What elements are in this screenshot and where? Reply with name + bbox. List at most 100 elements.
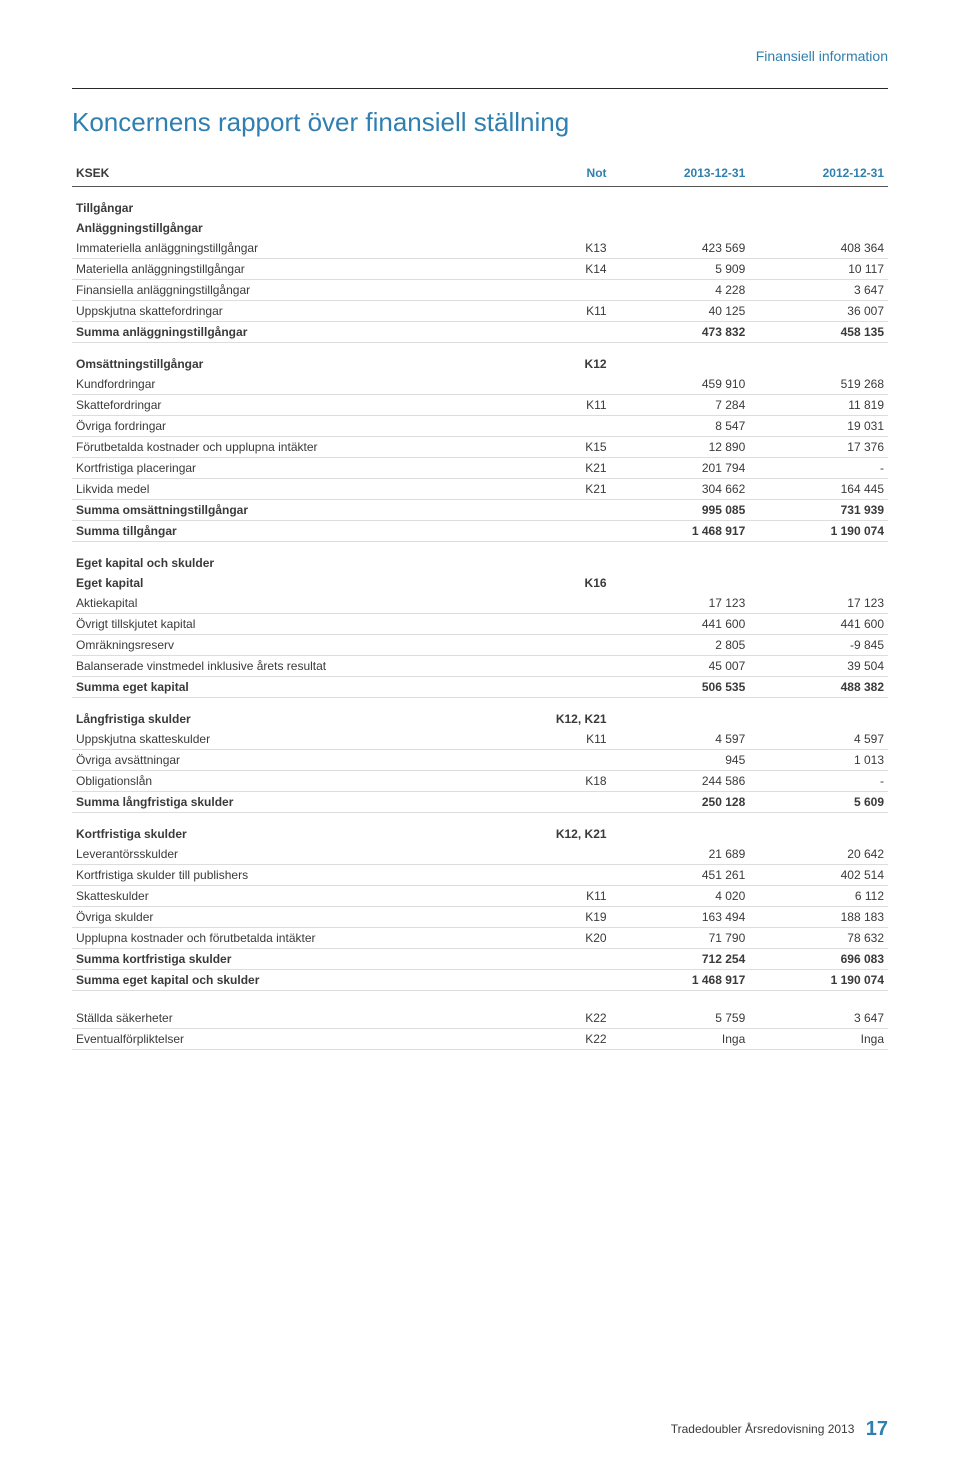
section-subheader-not bbox=[521, 218, 611, 238]
row-v2: 696 083 bbox=[749, 949, 888, 970]
row-v1: 5 909 bbox=[611, 259, 750, 280]
row-v2: 4 597 bbox=[749, 729, 888, 750]
row-label: Summa anläggningstillgångar bbox=[72, 322, 521, 343]
page-footer: Tradedoubler Årsredovisning 2013 17 bbox=[671, 1418, 888, 1441]
col-2012: 2012-12-31 bbox=[749, 160, 888, 187]
row-v2: 20 642 bbox=[749, 844, 888, 865]
section-subheader-label: Eget kapital bbox=[72, 573, 521, 593]
row-label: Aktiekapital bbox=[72, 593, 521, 614]
row-not: K18 bbox=[521, 771, 611, 792]
table-row: Övriga fordringar8 54719 031 bbox=[72, 416, 888, 437]
row-v1: 4 228 bbox=[611, 280, 750, 301]
section-header: Kortfristiga skulderK12, K21 bbox=[72, 813, 888, 845]
row-v2: 408 364 bbox=[749, 238, 888, 259]
section-label: Finansiell information bbox=[72, 48, 888, 64]
table-row: Omräkningsreserv2 805-9 845 bbox=[72, 635, 888, 656]
section-header-not: K12, K21 bbox=[521, 813, 611, 845]
row-not bbox=[521, 416, 611, 437]
row-label: Övriga skulder bbox=[72, 907, 521, 928]
row-v2: 188 183 bbox=[749, 907, 888, 928]
table-row: EventualförpliktelserK22IngaInga bbox=[72, 1029, 888, 1050]
section-header: Eget kapital och skulder bbox=[72, 542, 888, 574]
row-v1: 4 020 bbox=[611, 886, 750, 907]
row-v1: 473 832 bbox=[611, 322, 750, 343]
table-row: Finansiella anläggningstillgångar4 2283 … bbox=[72, 280, 888, 301]
row-label: Uppskjutna skatteskulder bbox=[72, 729, 521, 750]
row-v2: - bbox=[749, 458, 888, 479]
row-label: Immateriella anläggningstillgångar bbox=[72, 238, 521, 259]
row-label: Summa omsättningstillgångar bbox=[72, 500, 521, 521]
row-not bbox=[521, 750, 611, 771]
row-v2: 402 514 bbox=[749, 865, 888, 886]
table-row: Balanserade vinstmedel inklusive årets r… bbox=[72, 656, 888, 677]
table-row: Uppskjutna skattefordringarK1140 12536 0… bbox=[72, 301, 888, 322]
section-subheader: Eget kapitalK16 bbox=[72, 573, 888, 593]
row-v2: 17 376 bbox=[749, 437, 888, 458]
table-row: Förutbetalda kostnader och upplupna intä… bbox=[72, 437, 888, 458]
row-label: Kortfristiga skulder till publishers bbox=[72, 865, 521, 886]
table-row: Likvida medelK21304 662164 445 bbox=[72, 479, 888, 500]
row-label: Övrigt tillskjutet kapital bbox=[72, 614, 521, 635]
row-v2: 6 112 bbox=[749, 886, 888, 907]
row-label: Förutbetalda kostnader och upplupna intä… bbox=[72, 437, 521, 458]
row-v2: -9 845 bbox=[749, 635, 888, 656]
row-v1: 1 468 917 bbox=[611, 970, 750, 991]
row-v2: 39 504 bbox=[749, 656, 888, 677]
row-v1: 17 123 bbox=[611, 593, 750, 614]
section-header-not bbox=[521, 542, 611, 574]
row-not: K11 bbox=[521, 729, 611, 750]
row-not bbox=[521, 280, 611, 301]
col-not: Not bbox=[521, 160, 611, 187]
table-row: Uppskjutna skatteskulderK114 5974 597 bbox=[72, 729, 888, 750]
row-label: Materiella anläggningstillgångar bbox=[72, 259, 521, 280]
row-v2: 3 647 bbox=[749, 1008, 888, 1029]
row-v2: 164 445 bbox=[749, 479, 888, 500]
row-not bbox=[521, 374, 611, 395]
table-row: ObligationslånK18244 586- bbox=[72, 771, 888, 792]
row-not bbox=[521, 844, 611, 865]
row-v2: 1 190 074 bbox=[749, 970, 888, 991]
row-label: Likvida medel bbox=[72, 479, 521, 500]
table-row: Kundfordringar459 910519 268 bbox=[72, 374, 888, 395]
row-v1: 423 569 bbox=[611, 238, 750, 259]
row-v1: 71 790 bbox=[611, 928, 750, 949]
row-v1: 5 759 bbox=[611, 1008, 750, 1029]
row-v1: 4 597 bbox=[611, 729, 750, 750]
row-v1: 459 910 bbox=[611, 374, 750, 395]
table-row: SkattefordringarK117 28411 819 bbox=[72, 395, 888, 416]
row-label: Övriga fordringar bbox=[72, 416, 521, 437]
table-row: Materiella anläggningstillgångarK145 909… bbox=[72, 259, 888, 280]
row-not bbox=[521, 970, 611, 991]
section-header: OmsättningstillgångarK12 bbox=[72, 343, 888, 375]
row-v1: 451 261 bbox=[611, 865, 750, 886]
row-v2: Inga bbox=[749, 1029, 888, 1050]
table-header-row: KSEK Not 2013-12-31 2012-12-31 bbox=[72, 160, 888, 187]
section-header-not bbox=[521, 187, 611, 219]
row-label: Omräkningsreserv bbox=[72, 635, 521, 656]
row-label: Summa tillgångar bbox=[72, 521, 521, 542]
top-rule bbox=[72, 88, 888, 89]
table-row: Summa tillgångar1 468 9171 190 074 bbox=[72, 521, 888, 542]
row-v1: 506 535 bbox=[611, 677, 750, 698]
row-v2: 11 819 bbox=[749, 395, 888, 416]
table-row: Övriga skulderK19163 494188 183 bbox=[72, 907, 888, 928]
table-row: Kortfristiga placeringarK21201 794- bbox=[72, 458, 888, 479]
row-label: Summa eget kapital bbox=[72, 677, 521, 698]
table-row: Leverantörsskulder21 68920 642 bbox=[72, 844, 888, 865]
row-not: K20 bbox=[521, 928, 611, 949]
row-label: Summa eget kapital och skulder bbox=[72, 970, 521, 991]
section-header: Tillgångar bbox=[72, 187, 888, 219]
row-v1: 250 128 bbox=[611, 792, 750, 813]
row-v2: 3 647 bbox=[749, 280, 888, 301]
table-row: Summa anläggningstillgångar473 832458 13… bbox=[72, 322, 888, 343]
table-row: Summa eget kapital och skulder 1 468 9171… bbox=[72, 970, 888, 991]
row-v2: 78 632 bbox=[749, 928, 888, 949]
row-label: Skattefordringar bbox=[72, 395, 521, 416]
table-row: Upplupna kostnader och förutbetalda intä… bbox=[72, 928, 888, 949]
row-not: K11 bbox=[521, 886, 611, 907]
row-not: K15 bbox=[521, 437, 611, 458]
row-v1: Inga bbox=[611, 1029, 750, 1050]
section-subheader-not: K16 bbox=[521, 573, 611, 593]
row-v2: - bbox=[749, 771, 888, 792]
row-not bbox=[521, 865, 611, 886]
